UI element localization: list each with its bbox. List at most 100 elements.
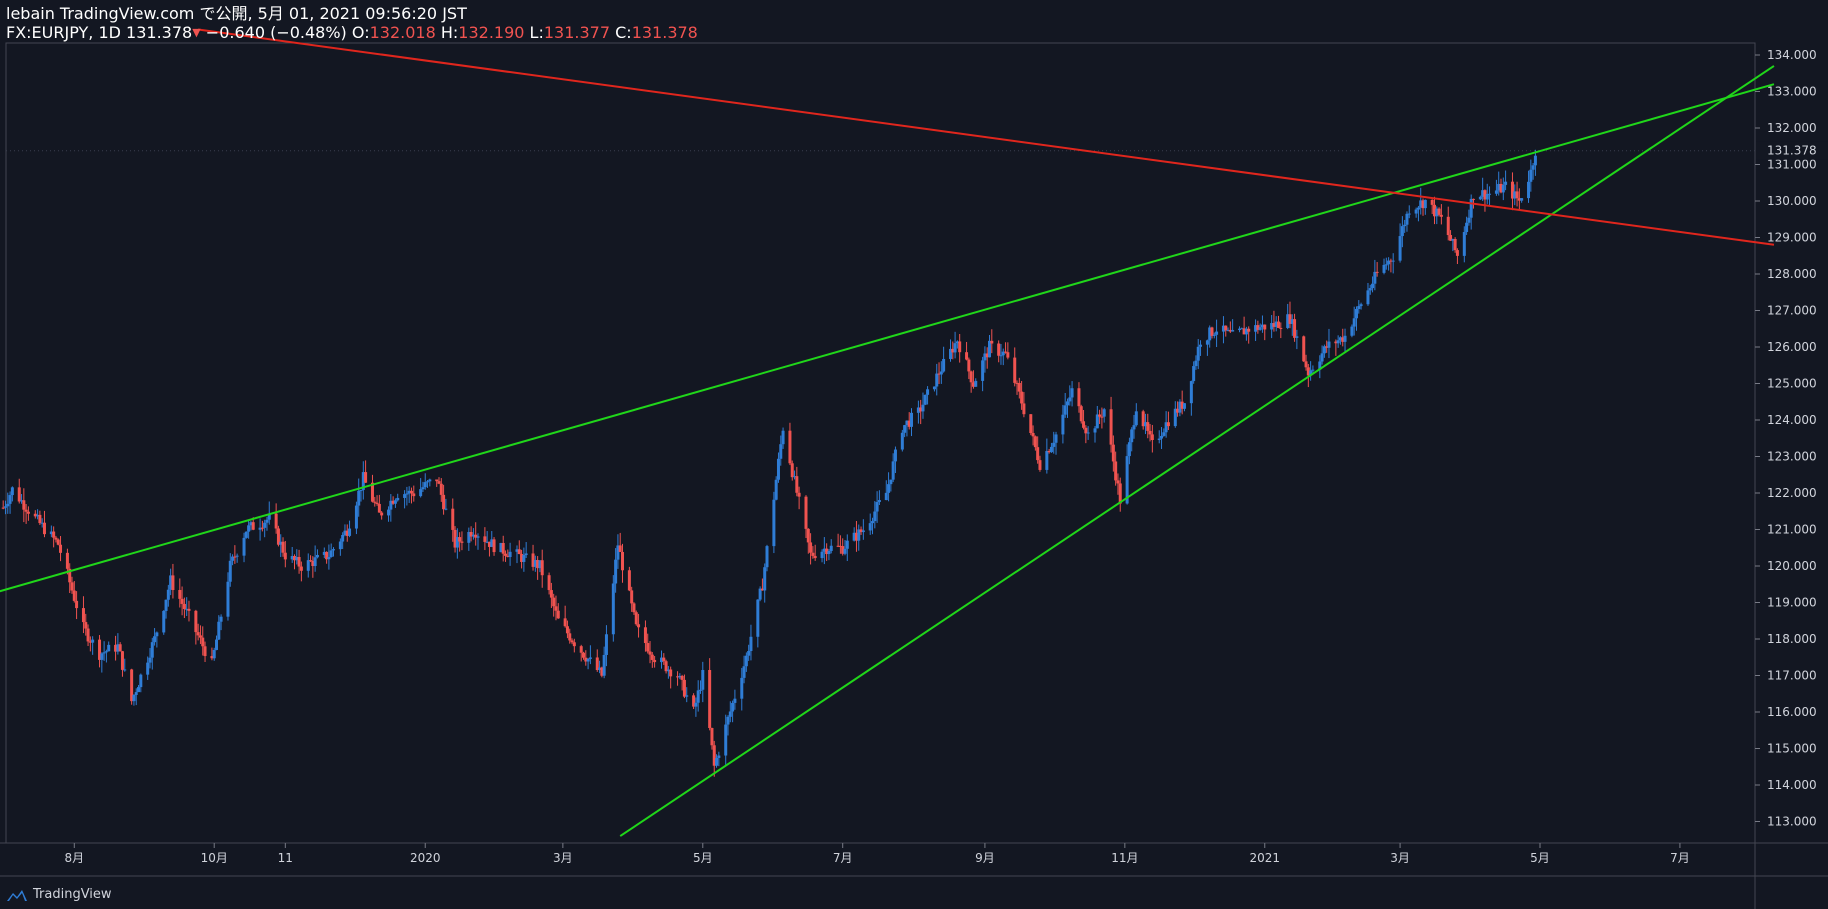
candle-body [1398, 236, 1402, 261]
candle-body [712, 745, 716, 766]
candle-body [120, 651, 124, 670]
candle-body [444, 508, 448, 510]
candle-body [974, 380, 978, 387]
symbol-ohlc-line: FX:EURJPY, 1D 131.378▼ −0.640 (−0.48%) O… [6, 23, 698, 42]
candle-body [1446, 216, 1450, 236]
candle-body [1471, 198, 1475, 200]
candle-body [648, 651, 652, 655]
candle-body [1263, 324, 1267, 330]
candle-body [1224, 325, 1228, 331]
candle-body [540, 560, 544, 576]
candle-body [900, 432, 904, 450]
candle-body [822, 548, 826, 552]
candle-body [1244, 328, 1248, 335]
tradingview-brand[interactable]: TradingView [6, 887, 112, 902]
candle-body [811, 552, 815, 556]
candle-body [568, 633, 572, 641]
candle-body [428, 479, 432, 482]
candle-body [235, 555, 239, 557]
candle-body [1015, 382, 1019, 384]
candle-body [616, 545, 620, 560]
candle-body [1166, 422, 1170, 427]
x-tick-label: 7月 [1670, 851, 1690, 865]
candle-body [1414, 209, 1418, 214]
candle-body [820, 551, 824, 559]
candle-body [501, 543, 505, 554]
trendline-green-2 [619, 65, 1775, 837]
candle-body [226, 581, 230, 617]
y-tick-label: 113.000 [1767, 815, 1817, 829]
candle-body [1238, 328, 1242, 331]
candle-body [1432, 204, 1436, 217]
candle-body [1215, 331, 1219, 335]
candle-body [68, 568, 72, 583]
x-tick-label: 5月 [693, 851, 713, 865]
candle-body [1341, 337, 1345, 342]
candle-body [1231, 330, 1235, 332]
candle-body [187, 608, 191, 611]
candle-body [1274, 321, 1278, 327]
chart-header: lebain TradingView.com で公開, 5月 01, 2021 … [6, 4, 698, 42]
candle-body [169, 575, 173, 590]
candle-body [1288, 314, 1292, 324]
candle-body [1210, 327, 1214, 336]
candle-body [1309, 370, 1313, 376]
candle-body [698, 689, 702, 691]
x-tick-label: 9月 [975, 851, 995, 865]
candle-body [845, 540, 849, 549]
candle-body [370, 482, 374, 502]
y-tick-label: 121.000 [1767, 523, 1817, 537]
candle-body [295, 556, 299, 561]
candle-body [20, 500, 24, 502]
y-tick-label: 115.000 [1767, 742, 1817, 756]
candles-layer [1, 149, 1537, 777]
last-price: 131.378 [126, 23, 193, 42]
candle-body [701, 670, 705, 690]
candle-body [1150, 434, 1154, 441]
candle-body [1497, 183, 1501, 191]
candle-body [1065, 401, 1069, 406]
candle-body [531, 553, 535, 567]
candle-body [1173, 408, 1177, 427]
candle-body [935, 373, 939, 387]
candle-body [659, 657, 663, 663]
candle-body [1031, 433, 1035, 437]
candle-body [772, 499, 776, 547]
candle-body [958, 341, 962, 353]
candle-body [1189, 381, 1193, 404]
candle-body [38, 514, 42, 524]
y-tick-label: 123.000 [1767, 450, 1817, 464]
candle-body [1279, 327, 1283, 329]
candle-body [403, 494, 407, 498]
candle-body [274, 513, 278, 529]
candle-body [1467, 217, 1471, 223]
candle-body [258, 527, 262, 530]
candle-body [1529, 169, 1533, 182]
candle-body [1407, 213, 1411, 215]
y-tick-label: 116.000 [1767, 705, 1817, 719]
candle-body [279, 541, 283, 545]
candle-body [967, 359, 971, 372]
candle-body [563, 618, 567, 627]
candle-body [632, 603, 636, 613]
candle-body [70, 582, 74, 591]
y-tick-label: 118.000 [1767, 632, 1817, 646]
candle-body [646, 643, 650, 652]
candle-body [572, 642, 576, 647]
candle-body [104, 651, 108, 653]
trendline-red-3 [198, 28, 1775, 246]
candle-body [1375, 271, 1379, 273]
candle-body [1533, 155, 1537, 166]
x-tick-label: 3月 [553, 851, 573, 865]
candle-body [1212, 334, 1216, 336]
candle-body [981, 360, 985, 381]
candle-body [579, 646, 583, 653]
candle-body [887, 484, 891, 493]
y-tick-label: 131.000 [1767, 158, 1817, 172]
candle-body [26, 511, 30, 514]
candle-body [1355, 308, 1358, 319]
candle-body [325, 551, 329, 560]
publish-info: lebain TradingView.com で公開, 5月 01, 2021 … [6, 4, 467, 23]
candle-body [354, 505, 358, 529]
